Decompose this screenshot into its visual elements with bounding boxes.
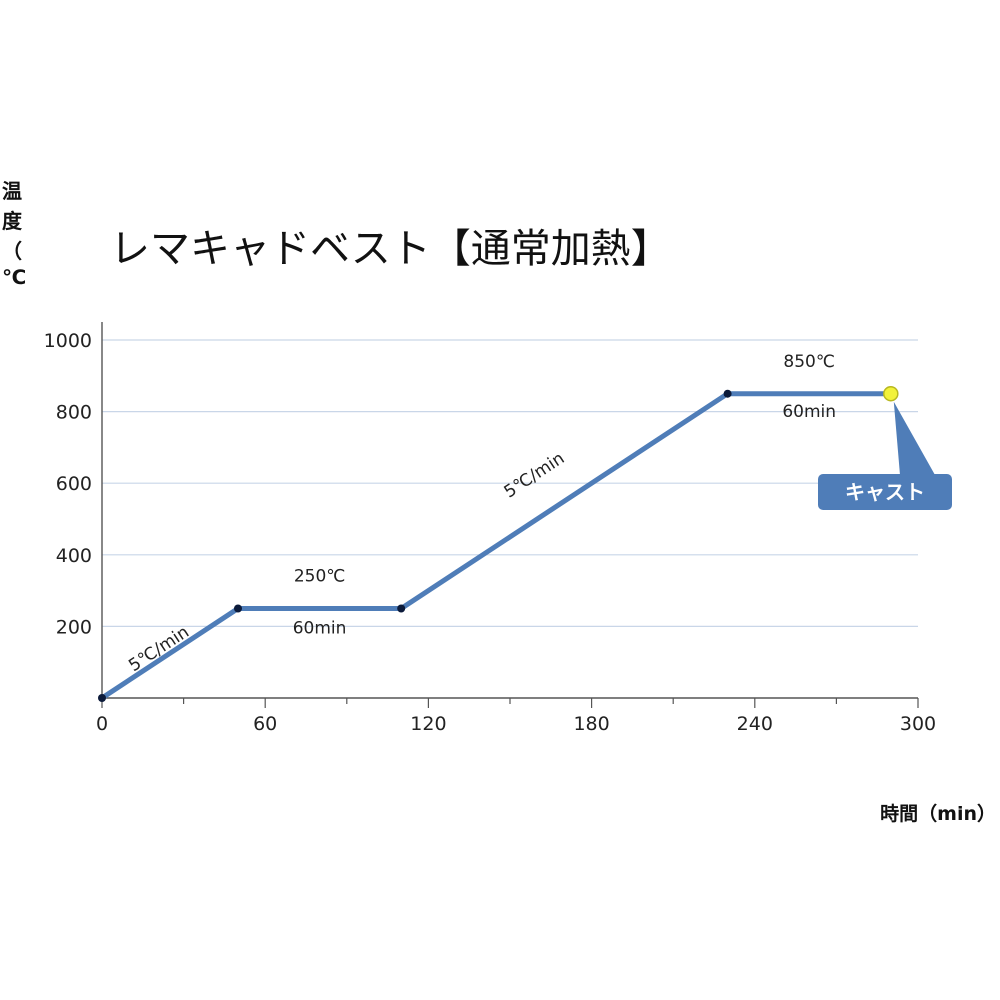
annotation-2: 60min <box>293 619 347 639</box>
tick-labels: 200 400 600 800 1000 0 60 120 180 240 300 <box>44 330 936 735</box>
data-point-2 <box>397 604 406 613</box>
grid <box>102 339 918 628</box>
y-tick-label-1000: 1000 <box>44 330 92 352</box>
y-axis-label-line3: （ <box>2 239 22 263</box>
y-tick-label-800: 800 <box>56 402 92 424</box>
x-tick-label-180: 180 <box>573 713 609 735</box>
annotation-4: 850℃ <box>783 352 835 372</box>
x-tick-label-240: 240 <box>737 713 773 735</box>
annotation-3: 5℃/min <box>501 448 569 502</box>
x-axis-label: 時間（min） <box>880 802 996 825</box>
y-axis-label-line1: 温 <box>2 179 22 203</box>
x-tick-label-0: 0 <box>96 713 108 735</box>
y-tick-label-400: 400 <box>56 545 92 567</box>
y-tick-label-200: 200 <box>56 616 92 638</box>
annotation-1: 250℃ <box>294 567 346 587</box>
x-tick-label-120: 120 <box>410 713 446 735</box>
chart-title: レマキャドベスト【通常加熱】 <box>110 226 671 272</box>
axes <box>101 322 919 708</box>
data-point-1 <box>234 604 242 613</box>
series-line-0 <box>99 391 894 701</box>
data-point-4 <box>883 385 899 402</box>
y-tick-label-600: 600 <box>56 473 92 495</box>
data-point-0 <box>98 694 106 702</box>
x-tick-label-60: 60 <box>253 713 277 735</box>
x-tick-label-300: 300 <box>900 713 936 735</box>
callout-pointer <box>893 401 935 475</box>
annotation-5: 60min <box>782 402 836 422</box>
y-axis-label-line4: ℃ <box>2 265 26 289</box>
data-point-3 <box>723 389 732 398</box>
series <box>98 385 899 702</box>
callout: キャスト <box>818 401 952 510</box>
annotations: 5℃/min 250℃ 60min 5℃/min 850℃ 60min <box>125 352 836 676</box>
y-axis-label-line2: 度 <box>2 209 23 233</box>
y-axis-label: 温 度 （ ℃ <box>2 179 26 289</box>
callout-box <box>818 474 952 510</box>
callout-label: キャスト <box>845 480 925 504</box>
annotation-0: 5℃/min <box>125 622 193 676</box>
